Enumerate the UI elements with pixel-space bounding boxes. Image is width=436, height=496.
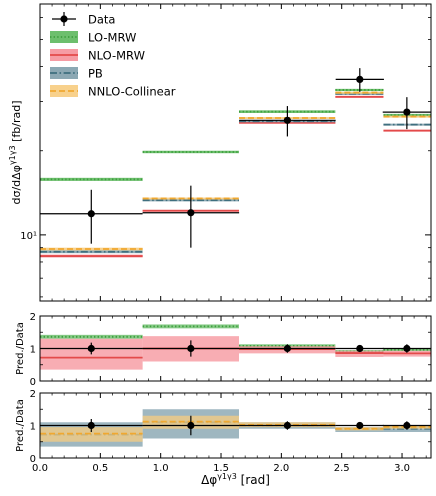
xtick-label: 3.0: [394, 463, 410, 474]
xtick-label: 2.0: [273, 463, 289, 474]
x-axis-label: Δφγ1γ3 [rad]: [201, 472, 270, 487]
legend: Data LO-MRW NLO-MRW PB NNLO-Collinear: [50, 12, 176, 99]
data-point-4: [403, 344, 411, 353]
legend-patch-lo-mrw: [50, 31, 78, 43]
data-point-0: [87, 344, 95, 353]
data-point-0: [87, 210, 95, 218]
series-data: [40, 415, 431, 436]
data-point-1: [187, 209, 195, 217]
panel-ratio-2: 0 1 2 0.0 0.5 1.0 1.5 2.0 2.5 3.0 Pred./Data: [15, 389, 432, 474]
y-axis-label-ratio-1: Pred./Data: [15, 322, 26, 375]
ytick-label: 0: [30, 377, 36, 388]
series-lo-mrw: [40, 88, 431, 181]
data-point-1: [187, 344, 195, 353]
series-nlo-mrw: [40, 95, 431, 258]
ytick-label: 10¹: [20, 231, 37, 242]
data-point-2: [283, 344, 291, 353]
y-axis-label-ratio-2: Pred./Data: [15, 399, 26, 452]
legend-label-lo-mrw: LO-MRW: [88, 31, 136, 45]
data-point-1: [187, 421, 195, 430]
ytick-label: 1: [30, 345, 36, 356]
series-pb: [40, 92, 431, 254]
series-nlo-mrw: [40, 336, 431, 370]
legend-label-pb: PB: [88, 67, 103, 81]
legend-marker-data: [60, 15, 68, 23]
legend-label-nlo-mrw: NLO-MRW: [88, 49, 145, 63]
data-point-2: [283, 116, 291, 124]
panel-ratio-1: 0 1 2 Pred./Data: [15, 312, 432, 388]
panel-main: 10¹ dσ/dΔφγ1γ3 [fb/rad]: [8, 3, 432, 302]
ytick-label: 1: [30, 422, 36, 433]
ytick-label: 0: [30, 454, 36, 465]
data-point-3: [356, 344, 364, 353]
ytick-label: 2: [30, 312, 36, 323]
band-nnlo-collinear-bin-3: [335, 91, 384, 94]
y-axis-label-main: dσ/dΔφγ1γ3 [fb/rad]: [8, 101, 23, 205]
data-point-3: [356, 421, 364, 430]
ytick-label: 2: [30, 389, 36, 400]
data-point-2: [283, 421, 291, 430]
series-nnlo-collinear: [40, 91, 431, 251]
band-nnlo-collinear-bin-0: [40, 427, 143, 442]
xtick-label: 2.5: [334, 463, 350, 474]
data-point-3: [356, 75, 364, 83]
xtick-label: 0.5: [92, 463, 108, 474]
xtick-label: 1.5: [213, 463, 229, 474]
panel-frame-main: [39, 3, 432, 302]
xtick-label: 0.0: [32, 463, 48, 474]
series-data: [40, 340, 431, 357]
xtick-label: 1.0: [153, 463, 169, 474]
legend-label-nnlo-collinear: NNLO-Collinear: [88, 85, 176, 99]
legend-label-data: Data: [88, 13, 115, 27]
data-point-0: [87, 421, 95, 430]
data-point-4: [403, 421, 411, 430]
series-data: [40, 68, 431, 248]
band-nnlo-collinear-bin-0: [40, 247, 143, 251]
data-point-4: [403, 108, 411, 116]
